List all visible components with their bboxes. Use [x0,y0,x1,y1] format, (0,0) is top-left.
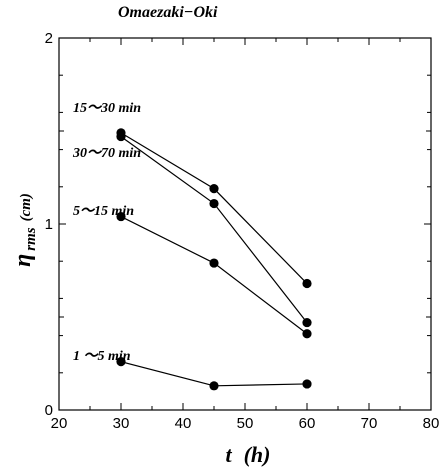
series-line [120,136,308,323]
y-axis-label-sub: rms [23,227,39,251]
y-tick-label: 2 [45,30,53,47]
data-point [116,357,126,367]
x-tick-label: 30 [113,415,130,432]
x-tick-label: 80 [423,415,440,432]
y-axis-label-main: η [10,254,36,267]
series-label: 30〜70 min [72,146,141,161]
x-axis-label-main: t [225,442,232,467]
series-label: 15〜30 min [73,101,141,116]
y-axis-label: η rms (cm) [10,193,39,267]
x-tick-label: 60 [299,415,316,432]
data-point [209,198,219,209]
x-axis-label: t (h) [225,442,270,467]
data-point [209,184,219,194]
series-label: 5〜15 min [73,204,134,219]
y-tick-label: 0 [45,402,53,419]
data-point [302,329,312,339]
series-label: 1 〜5 min [73,349,131,364]
y-axis-label-unit: (cm) [18,193,34,221]
data-point [209,258,219,268]
data-point [209,381,219,391]
data-point [302,317,312,328]
data-point [116,131,126,142]
chart-title: Omaezaki−Oki [118,4,218,21]
x-tick-label: 70 [361,415,378,432]
data-point [116,211,126,222]
y-tick-label: 1 [45,216,53,233]
x-tick-label: 40 [175,415,192,432]
x-axis-label-unit: (h) [244,442,271,467]
x-tick-label: 20 [51,415,68,432]
plot-area: 20 30 40 50 60 70 80 0 1 2 15〜30 min 30〜70 min 5〜15 … [10,30,439,467]
x-tick-label: 50 [237,415,254,432]
data-point [302,278,312,289]
data-point [302,379,312,389]
series-line [120,216,308,335]
